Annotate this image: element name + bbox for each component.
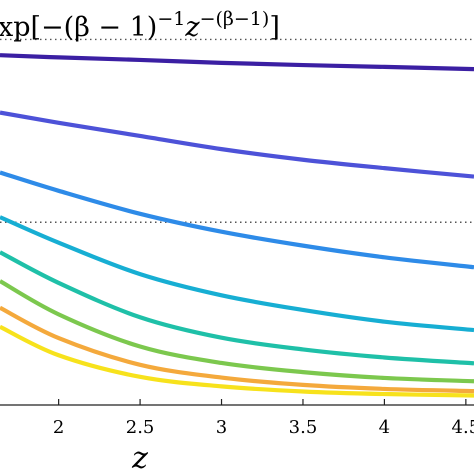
x-tick-label: 3 [216,417,227,438]
series-line-7 [0,324,474,398]
reference-lines [0,38,474,223]
series-line-0 [0,53,474,72]
x-tick-label: 4 [379,417,390,438]
series-line-5 [0,279,474,384]
series-line-4 [0,250,474,366]
x-ticks: 2 2.5 3 3.5 4 4.5 [53,399,474,438]
series-line-2 [0,170,474,270]
series-lines [0,53,474,398]
series-line-1 [0,110,474,179]
x-axis-label: z [131,441,148,474]
chart-title: xp[−(β − 1)−1z−(β−1)] [0,8,280,43]
series-line-3 [0,215,474,333]
x-tick-label: 3.5 [289,417,318,438]
x-tick-label: 2 [53,417,64,438]
x-tick-label: 2.5 [126,417,155,438]
x-tick-label: 4.5 [452,417,474,438]
series-line-6 [0,305,474,394]
